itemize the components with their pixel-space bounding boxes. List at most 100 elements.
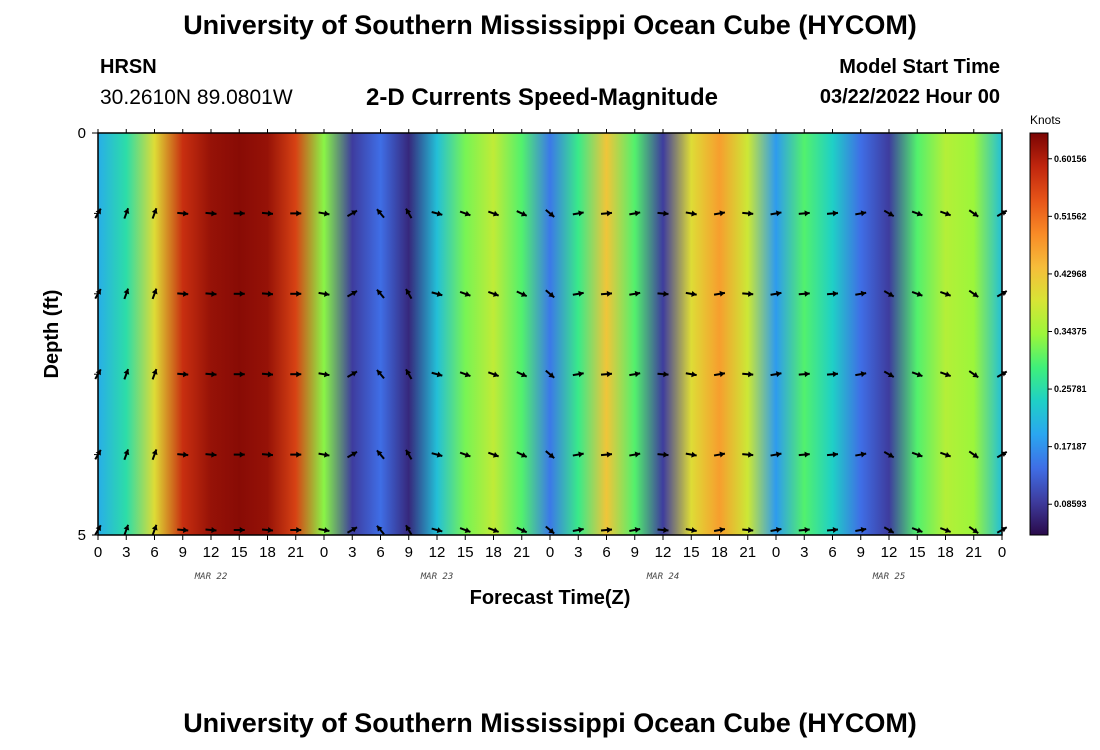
day-label: MAR 24 <box>646 572 680 582</box>
current-arrow <box>261 290 274 297</box>
current-arrow <box>431 210 443 217</box>
x-tick-label: 0 <box>320 544 328 561</box>
current-arrow <box>459 210 471 217</box>
current-arrow <box>459 371 471 378</box>
x-tick-label: 0 <box>998 544 1006 561</box>
current-arrow <box>346 290 358 298</box>
current-arrow <box>742 527 754 534</box>
current-arrow <box>405 288 413 300</box>
current-arrow <box>177 371 189 378</box>
station-coordinates: 30.2610N 89.0801W <box>100 86 293 109</box>
current-arrow <box>968 209 979 218</box>
x-tick-label: 21 <box>965 544 982 561</box>
x-tick-label: 0 <box>94 544 102 561</box>
current-arrow <box>911 451 923 458</box>
x-tick-label: 15 <box>457 544 474 561</box>
current-arrow <box>855 210 867 217</box>
current-arrow <box>826 371 839 378</box>
x-tick-label: 21 <box>287 544 304 561</box>
colorbar-unit: Knots <box>1030 113 1061 127</box>
current-arrow <box>657 210 669 217</box>
current-arrow <box>123 288 130 300</box>
current-arrow <box>968 289 979 298</box>
current-arrow <box>318 290 330 297</box>
current-arrow <box>346 209 358 218</box>
current-arrow <box>290 371 302 378</box>
current-arrow <box>545 289 555 299</box>
current-arrow <box>770 290 782 297</box>
colorbar-tick-label: 0.25781 <box>1054 384 1087 394</box>
x-tick-label: 12 <box>429 544 446 561</box>
x-tick-label: 6 <box>150 544 158 561</box>
current-arrow <box>487 371 500 378</box>
current-arrow <box>233 290 245 297</box>
current-arrow <box>290 527 302 533</box>
current-arrow <box>685 527 697 534</box>
current-arrow <box>572 451 584 458</box>
station-id: HRSN <box>100 56 157 78</box>
x-tick-label: 9 <box>405 544 413 561</box>
current-arrow <box>205 210 217 217</box>
current-arrow <box>516 451 528 458</box>
current-arrow <box>123 449 130 461</box>
current-arrow <box>151 524 158 536</box>
colorbar-tick-label: 0.42968 <box>1054 269 1087 279</box>
colorbar-tick-label: 0.60156 <box>1054 154 1087 164</box>
current-arrow <box>459 451 471 458</box>
current-arrow <box>177 290 189 297</box>
x-tick-label: 15 <box>683 544 700 561</box>
current-arrow <box>883 450 895 459</box>
colorbar-ticks: 0.60156 0.51562 0.42968 0.34375 0.25781 0.171… <box>1048 154 1087 509</box>
current-arrow <box>487 527 500 533</box>
day-label: MAR 22 <box>194 572 228 582</box>
current-arrow <box>600 526 613 533</box>
current-arrow <box>572 371 584 378</box>
current-arrow <box>123 207 130 219</box>
current-arrow <box>911 371 923 378</box>
y-axis: 05 <box>78 125 1006 544</box>
x-axis-label: Forecast Time(Z) <box>470 587 631 609</box>
current-arrow <box>572 290 584 297</box>
model-start-label: Model Start Time <box>839 56 1000 78</box>
current-arrow <box>346 526 358 534</box>
current-arrow <box>205 527 217 534</box>
current-arrow <box>487 451 500 458</box>
current-arrow <box>405 208 413 219</box>
heatmap-field <box>98 133 1002 535</box>
current-arrow <box>376 449 385 460</box>
current-arrow <box>798 371 810 378</box>
current-arrow <box>487 290 500 297</box>
current-arrow <box>883 209 895 218</box>
current-arrow <box>233 451 245 458</box>
current-arrow <box>939 451 952 458</box>
current-arrow <box>826 290 839 297</box>
current-arrow <box>376 288 385 299</box>
current-arrow <box>346 370 358 378</box>
current-arrow <box>431 527 443 534</box>
current-arrow <box>290 290 302 297</box>
current-arrow <box>685 210 697 217</box>
current-arrow <box>883 370 895 378</box>
x-tick-label: 3 <box>800 544 808 561</box>
x-tick-label: 12 <box>655 544 672 561</box>
x-tick-label: 15 <box>231 544 248 561</box>
current-arrow <box>939 210 952 217</box>
x-tick-label: 3 <box>122 544 130 561</box>
current-arrow <box>855 526 867 533</box>
current-arrow <box>151 288 158 300</box>
current-arrow <box>405 449 413 460</box>
y-axis-label: Depth (ft) <box>41 290 63 379</box>
current-arrow <box>883 526 895 534</box>
current-arrow <box>318 451 330 458</box>
colorbar-tick-label: 0.08593 <box>1054 499 1087 509</box>
current-arrow <box>968 450 979 459</box>
current-arrow <box>770 526 782 533</box>
current-arrow <box>123 368 130 380</box>
current-arrow <box>123 524 130 536</box>
current-arrow <box>233 210 245 217</box>
x-tick-label: 3 <box>574 544 582 561</box>
current-arrow <box>855 451 867 458</box>
current-arrow <box>516 290 528 298</box>
current-arrow <box>629 451 641 458</box>
x-tick-label: 6 <box>376 544 384 561</box>
